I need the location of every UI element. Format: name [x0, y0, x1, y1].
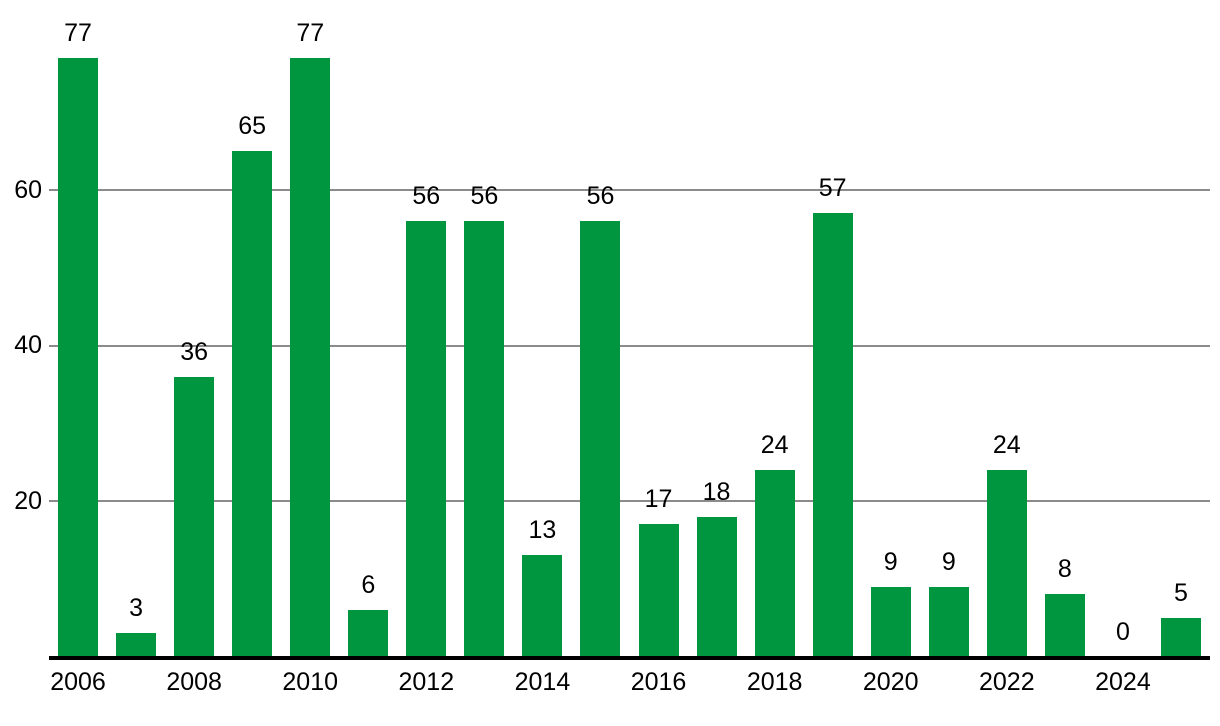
bar-2022 — [986, 469, 1027, 656]
bar-value-label-2007: 3 — [129, 594, 144, 623]
bar-2020 — [870, 586, 911, 656]
bar-value-label-2017: 18 — [702, 477, 731, 506]
gridline-40 — [49, 344, 1210, 347]
bar-2012 — [406, 221, 447, 656]
bar-value-label-2023: 8 — [1057, 555, 1072, 584]
bar-2016 — [638, 524, 679, 656]
x-tick-label-2006: 2006 — [50, 668, 106, 696]
gridline-20 — [49, 500, 1210, 502]
x-tick-label-2012: 2012 — [398, 668, 455, 696]
bar-2015 — [580, 221, 621, 656]
bar-2023 — [1044, 594, 1085, 656]
bar-value-label-2016: 17 — [644, 485, 673, 514]
bar-value-label-2015: 56 — [586, 182, 615, 211]
x-tick-label-2022: 2022 — [979, 668, 1035, 696]
bar-value-label-2009: 65 — [238, 112, 267, 141]
bar-2006 — [58, 57, 99, 656]
bar-2021 — [928, 586, 969, 656]
x-tick-label-2016: 2016 — [630, 668, 687, 696]
bar-2018 — [754, 469, 795, 656]
x-tick-label-2018: 2018 — [746, 668, 803, 696]
bar-value-label-2025: 5 — [1174, 578, 1188, 607]
bar-2008 — [174, 376, 215, 656]
bar-value-label-2012: 56 — [412, 182, 441, 211]
gridline-60 — [49, 189, 1210, 191]
bar-value-label-2006: 77 — [64, 18, 92, 47]
bar-value-label-2022: 24 — [992, 430, 1021, 459]
x-tick-label-2014: 2014 — [514, 668, 571, 696]
bar-value-label-2018: 24 — [760, 430, 789, 459]
bar-value-label-2008: 36 — [180, 337, 209, 366]
y-tick-label-40: 40 — [14, 331, 42, 359]
bar-2010 — [290, 57, 331, 656]
x-tick-label-2024: 2024 — [1095, 668, 1151, 696]
bar-2009 — [232, 151, 273, 656]
bar-2007 — [116, 633, 157, 656]
y-tick-label-20: 20 — [14, 486, 42, 515]
bar-2011 — [348, 609, 389, 656]
bar-2017 — [696, 516, 737, 656]
x-axis-line — [49, 656, 1210, 660]
bar-value-label-2021: 9 — [941, 547, 956, 576]
bar-value-label-2010: 77 — [296, 18, 325, 47]
x-tick-label-2008: 2008 — [166, 668, 222, 696]
bar-2014 — [522, 555, 563, 656]
x-tick-label-2010: 2010 — [282, 668, 339, 696]
bar-value-label-2019: 57 — [818, 174, 847, 203]
bar-value-label-2011: 6 — [361, 570, 376, 599]
bar-value-label-2013: 56 — [470, 182, 499, 211]
x-tick-label-2020: 2020 — [862, 668, 919, 696]
bar-2013 — [464, 221, 505, 656]
bar-value-label-2020: 9 — [883, 547, 898, 576]
bar-2019 — [812, 213, 853, 656]
bar-value-label-2024: 0 — [1115, 617, 1130, 646]
y-tick-label-60: 60 — [14, 175, 42, 204]
bar-value-label-2014: 13 — [528, 516, 557, 545]
bar-2025 — [1160, 617, 1201, 656]
